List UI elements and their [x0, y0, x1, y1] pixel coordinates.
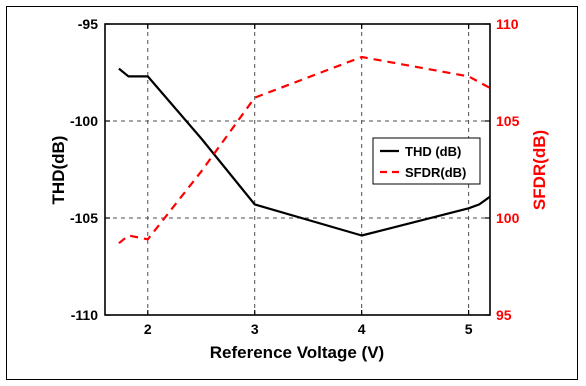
legend-label-thd: THD (dB) — [405, 144, 461, 159]
x-tick-label: 5 — [465, 321, 473, 337]
plot-area-border — [104, 23, 491, 316]
left-y-tick-label: -100 — [70, 113, 98, 129]
right-y-tick-label: 100 — [496, 210, 520, 226]
left-y-tick-label: -110 — [71, 307, 98, 323]
axis-ticks: 2 3 4 5 -110 -105 -100 -95 95 100 105 110 — [70, 16, 520, 337]
left-y-tick-label: -105 — [70, 210, 98, 226]
right-y-tick-label: 110 — [496, 16, 519, 32]
right-y-axis-label: SFDR(dB) — [530, 130, 549, 210]
left-y-axis-label: THD(dB) — [49, 136, 68, 205]
series-line-thd — [118, 67, 491, 237]
x-axis-label: Reference Voltage (V) — [210, 343, 384, 362]
grid-lines — [105, 24, 490, 315]
right-y-tick-label: 95 — [496, 307, 512, 323]
figure-frame — [6, 6, 578, 380]
legend: THD (dB) SFDR(dB) — [372, 137, 481, 185]
right-y-tick-label: 105 — [496, 113, 520, 129]
x-tick-label: 2 — [144, 321, 152, 337]
series-layer — [118, 55, 491, 245]
legend-box — [372, 137, 481, 185]
left-y-tick-label: -95 — [78, 16, 98, 32]
x-tick-label: 3 — [251, 321, 259, 337]
series-line-sfdr — [118, 55, 491, 245]
x-tick-label: 4 — [358, 321, 366, 337]
legend-label-sfdr: SFDR(dB) — [405, 165, 466, 180]
